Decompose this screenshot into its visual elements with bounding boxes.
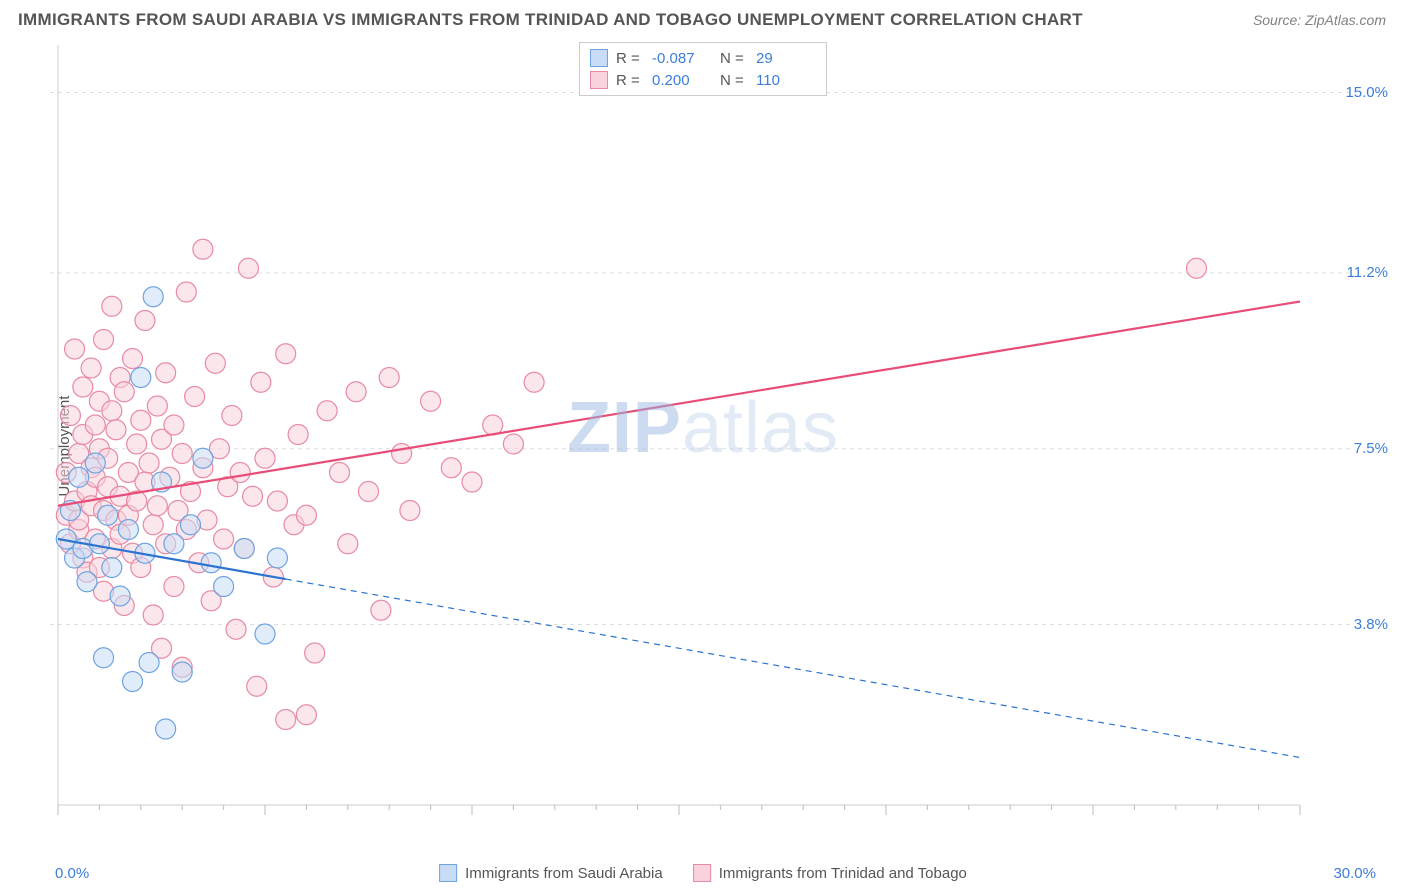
- y-tick-label: 7.5%: [1354, 440, 1388, 457]
- r-value-saudi: -0.087: [652, 50, 712, 67]
- legend-row-1: R = -0.087 N = 29: [590, 47, 816, 69]
- y-tick-label: 11.2%: [1347, 264, 1388, 281]
- legend-swatch-trinidad: [590, 71, 608, 89]
- chart-container: IMMIGRANTS FROM SAUDI ARABIA VS IMMIGRAN…: [0, 0, 1406, 892]
- y-tick-label: 3.8%: [1354, 616, 1388, 633]
- chart-title: IMMIGRANTS FROM SAUDI ARABIA VS IMMIGRAN…: [18, 10, 1083, 30]
- legend-item-saudi: Immigrants from Saudi Arabia: [439, 864, 663, 882]
- chart-svg: [50, 40, 1350, 840]
- source-attribution: Source: ZipAtlas.com: [1253, 12, 1386, 28]
- legend-swatch-trinidad-2: [693, 864, 711, 882]
- n-label: N =: [720, 50, 748, 67]
- r-value-trinidad: 0.200: [652, 72, 712, 89]
- series-legend: Immigrants from Saudi Arabia Immigrants …: [439, 864, 967, 882]
- x-axis-min-label: 0.0%: [55, 865, 89, 882]
- legend-label-trinidad: Immigrants from Trinidad and Tobago: [719, 865, 967, 882]
- x-axis-max-label: 30.0%: [1333, 865, 1376, 882]
- y-tick-label: 15.0%: [1345, 84, 1388, 101]
- legend-swatch-saudi: [590, 49, 608, 67]
- legend-swatch-saudi-2: [439, 864, 457, 882]
- r-label: R =: [616, 50, 644, 67]
- n-value-saudi: 29: [756, 50, 816, 67]
- legend-item-trinidad: Immigrants from Trinidad and Tobago: [693, 864, 967, 882]
- correlation-legend: R = -0.087 N = 29 R = 0.200 N = 110: [579, 42, 827, 96]
- r-label-2: R =: [616, 72, 644, 89]
- legend-label-saudi: Immigrants from Saudi Arabia: [465, 865, 663, 882]
- n-label-2: N =: [720, 72, 748, 89]
- plot-area: [50, 40, 1350, 840]
- n-value-trinidad: 110: [756, 72, 816, 89]
- legend-row-2: R = 0.200 N = 110: [590, 69, 816, 91]
